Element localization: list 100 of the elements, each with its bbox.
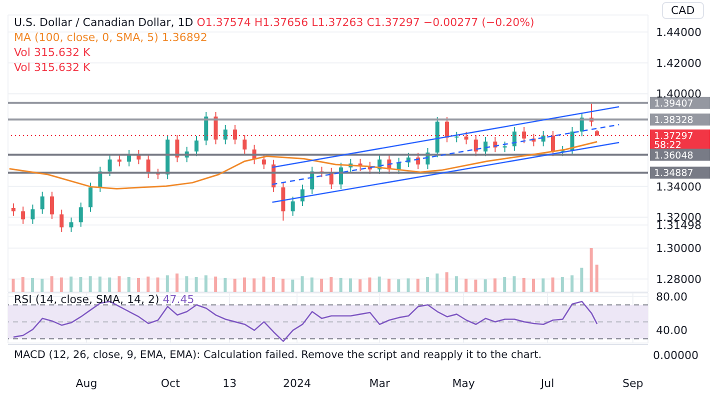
ref-line-label: 1.39407 (654, 98, 694, 110)
chart-subtitle: 47.45 (162, 293, 194, 306)
text: 0.00000 (653, 349, 698, 362)
bar (12, 278, 15, 292)
y-tick-label: 80.00 (656, 290, 688, 304)
candlestick (281, 182, 286, 222)
bar (310, 277, 314, 292)
bar (580, 268, 584, 292)
annotation: 1.36892 (162, 31, 208, 44)
bar (272, 277, 275, 292)
bar (484, 279, 487, 292)
bar (70, 276, 73, 292)
bar (426, 277, 430, 292)
bar (233, 278, 236, 292)
bar (88, 276, 92, 292)
candlestick (117, 154, 122, 167)
bar (320, 278, 324, 292)
bar (542, 278, 545, 292)
ref-line-label: 1.34887 (654, 168, 694, 180)
bar (300, 276, 304, 292)
bar (368, 277, 372, 292)
text: 58:22 (654, 140, 682, 151)
bar (445, 272, 448, 292)
x-tick-label: Aug (76, 376, 98, 390)
bar (185, 276, 188, 292)
candlestick (233, 124, 238, 145)
bar (50, 276, 54, 292)
candlestick (329, 167, 334, 190)
candlestick (204, 111, 208, 146)
bar (291, 280, 294, 292)
candlestick (88, 182, 93, 212)
x-tick-label: May (452, 376, 476, 390)
bar (79, 277, 82, 292)
bar (590, 248, 593, 292)
bar (503, 277, 506, 292)
candlestick (69, 217, 74, 232)
bar (522, 278, 526, 292)
bar (166, 275, 169, 292)
candlestick (60, 209, 64, 232)
bar (137, 278, 140, 292)
annotation: Vol 315.632 K (14, 46, 90, 59)
bar (204, 275, 208, 292)
bar (242, 277, 246, 292)
candlestick (78, 202, 83, 228)
bar (560, 277, 564, 292)
bar (214, 276, 218, 292)
x-tick-label: Sep (622, 376, 644, 390)
annotation: Vol 315.632 K (14, 61, 90, 74)
bar (454, 276, 458, 292)
bar (339, 278, 342, 292)
candlestick (464, 131, 468, 145)
ref-line-label: 1.37297 (654, 130, 694, 142)
bar (436, 274, 439, 292)
chart-title: RSI (14, close, SMA, 14, 2) (14, 293, 160, 306)
text: MA (100, close, 0, SMA, 5) (14, 31, 160, 44)
candlestick (21, 206, 26, 224)
text: MACD (12, 26, close, 9, EMA, EMA): Calculation failed. Remove the script and reapply it to the chart. (14, 349, 542, 361)
bar (98, 276, 102, 292)
candlestick (502, 141, 507, 153)
candlestick (194, 135, 198, 157)
bar (40, 278, 44, 292)
candlestick (223, 124, 228, 145)
annotation: O1.37574 H1.37656 L1.37263 C1.37297 −0.00277 (−0.20%) (196, 16, 534, 29)
x-tick-label: 2024 (283, 376, 312, 390)
chart-title: U.S. Dollar / Canadian Dollar, 1D (14, 16, 194, 29)
bar (595, 264, 598, 292)
candlestick (11, 202, 16, 216)
bar (224, 278, 227, 292)
y-tick-label: 1.44000 (656, 26, 702, 39)
candlestick (156, 168, 160, 180)
bar (330, 277, 333, 292)
bar (406, 278, 410, 292)
bar (397, 279, 400, 292)
candlestick (40, 191, 44, 214)
bar (21, 277, 24, 292)
bar (358, 279, 362, 292)
ref-line-label: 1.36048 (654, 150, 694, 162)
bar (348, 278, 352, 292)
bar (176, 274, 179, 292)
bar (551, 277, 554, 292)
bar (570, 275, 574, 292)
y-tick-label: 1.28000 (656, 272, 702, 286)
candlestick (454, 131, 459, 143)
candlestick (444, 116, 449, 143)
y-tick-label: 1.30000 (656, 242, 702, 256)
bar (262, 276, 266, 292)
bar (60, 277, 63, 292)
x-tick-label: 13 (222, 376, 237, 390)
y-tick-label: 1.42000 (656, 56, 702, 70)
x-tick-label: Mar (369, 376, 390, 390)
bar (194, 277, 198, 292)
ref-line-label: 1.38328 (654, 115, 694, 126)
y-tick-label: 1.34000 (656, 180, 702, 194)
bar (387, 278, 390, 292)
bar (464, 278, 468, 292)
bar (118, 276, 121, 292)
y-tick-label: 40.00 (656, 324, 688, 338)
bar (378, 276, 381, 292)
bar (493, 278, 496, 292)
candlestick (242, 134, 247, 155)
